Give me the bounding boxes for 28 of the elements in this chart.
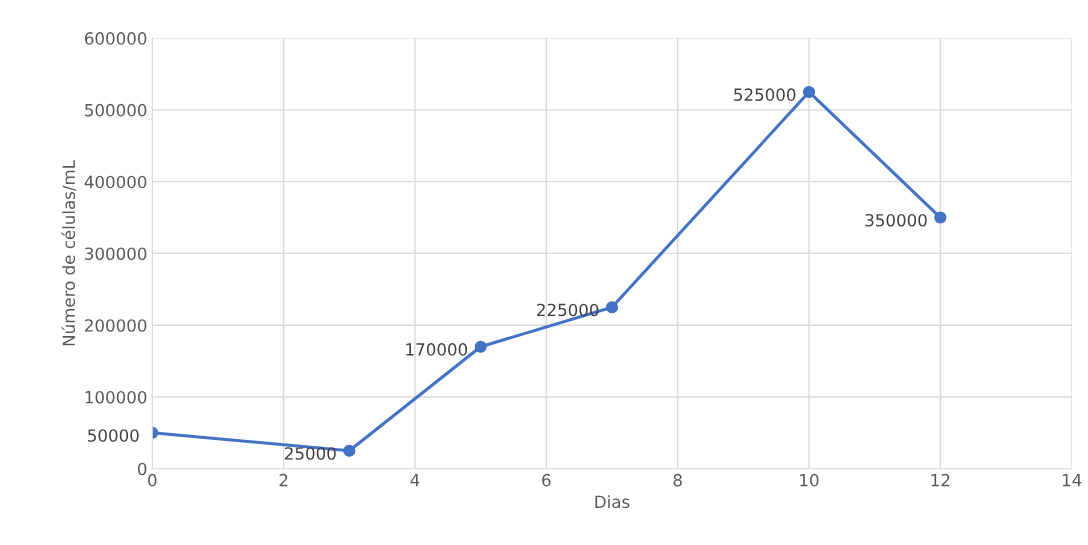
data-label: 170000 xyxy=(406,343,468,356)
data-label: 225000 xyxy=(537,303,599,317)
y-tick-label: 500000 xyxy=(85,103,147,117)
x-tick-label: 8 xyxy=(673,473,682,487)
point xyxy=(474,340,487,353)
data-label: 25000 xyxy=(285,447,336,460)
point xyxy=(802,85,816,99)
point xyxy=(605,301,619,314)
y-tick-label: 100000 xyxy=(85,390,147,404)
y-tick-label: 400000 xyxy=(84,175,147,189)
y-axis-title: Número de células/mL xyxy=(61,160,77,346)
x-tick-label: 4 xyxy=(410,474,420,487)
y-tick-label: 200000 xyxy=(85,319,147,332)
y-tick-label: 600000 xyxy=(85,32,147,45)
y-tick-label: 0 xyxy=(137,462,147,476)
y-tick-label: 300000 xyxy=(85,247,147,260)
data-label: 50000 xyxy=(88,429,139,442)
point xyxy=(343,444,356,457)
x-tick-label: 2 xyxy=(279,473,288,487)
x-tick-label: 10 xyxy=(800,473,819,487)
x-tick-label: 6 xyxy=(542,473,551,487)
x-tick-label: 0 xyxy=(148,473,157,487)
data-label: 350000 xyxy=(865,213,927,227)
x-tick-label: 14 xyxy=(1062,474,1082,487)
x-tick-label: 12 xyxy=(931,473,950,487)
x-axis-title: Dias xyxy=(595,495,630,509)
point xyxy=(934,211,947,224)
data-label: 525000 xyxy=(734,88,796,101)
